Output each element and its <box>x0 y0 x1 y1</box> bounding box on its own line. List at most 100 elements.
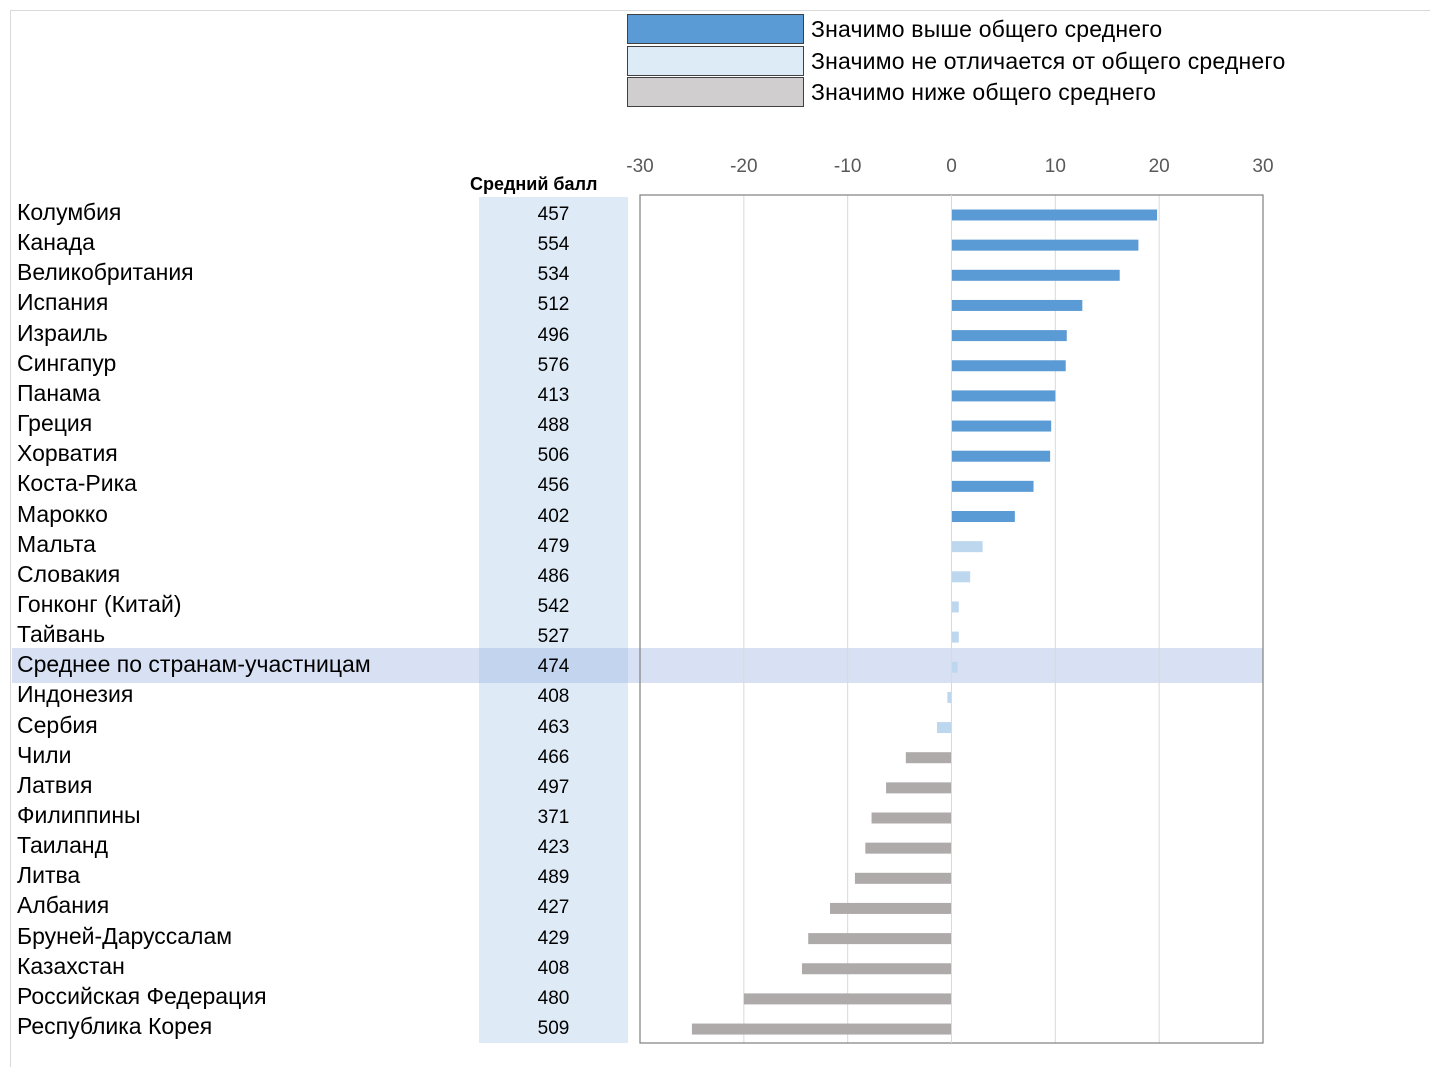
country-label: Чили <box>17 741 72 768</box>
country-label: Тайвань <box>17 621 106 648</box>
country-label: Филиппины <box>17 802 141 828</box>
country-label: Марокко <box>17 500 108 527</box>
score-value: 576 <box>537 354 570 376</box>
country-label: Гонконг (Китай) <box>17 590 182 617</box>
country-label: Российская Федерация <box>17 982 267 1009</box>
country-label: Испания <box>17 289 109 316</box>
country-label: Великобритания <box>17 259 194 286</box>
bar <box>951 571 971 583</box>
bar <box>951 541 983 553</box>
country-label: Мальта <box>17 530 96 557</box>
bar <box>951 511 1015 522</box>
country-label: Бруней-Даруссалам <box>17 922 233 949</box>
bar <box>951 299 1083 311</box>
score-value: 456 <box>537 475 570 497</box>
score-value: 480 <box>537 987 570 1009</box>
bar <box>951 330 1067 342</box>
bar <box>691 1023 952 1035</box>
country-label: Колумбия <box>17 199 122 225</box>
score-value: 402 <box>537 505 570 527</box>
score-value: 488 <box>537 415 570 437</box>
average-row-label: Среднее по странам-участницам <box>17 651 371 678</box>
bar <box>951 631 959 643</box>
score-value: 496 <box>537 324 570 346</box>
legend-swatch-above <box>627 14 804 44</box>
score-column-header: Средний балл <box>470 174 598 194</box>
bar <box>743 993 952 1005</box>
x-tick-label: -20 <box>730 156 757 177</box>
legend-label-below: Значимо ниже общего среднего <box>811 79 1157 105</box>
bar <box>951 209 1158 221</box>
bar <box>951 360 1066 372</box>
country-label: Латвия <box>17 771 93 798</box>
x-tick-label: -30 <box>626 156 653 177</box>
country-label: Литва <box>17 862 81 889</box>
bar <box>936 722 952 734</box>
bar <box>951 601 959 613</box>
score-value: 542 <box>537 595 570 617</box>
country-label: Республика Корея <box>17 1013 213 1040</box>
score-value: 474 <box>537 656 570 678</box>
score-value: 423 <box>537 837 570 859</box>
country-label: Хорватия <box>17 440 118 467</box>
score-value: 497 <box>537 776 570 798</box>
score-value: 506 <box>537 445 570 467</box>
score-value: 534 <box>537 264 570 286</box>
score-value: 527 <box>537 626 570 648</box>
x-tick-label: 20 <box>1149 156 1170 177</box>
bar <box>951 420 1052 432</box>
x-tick-label: 10 <box>1045 156 1066 177</box>
chart-frame <box>10 10 1430 1067</box>
legend-label-not-different: Значимо не отличается от общего среднего <box>811 48 1286 74</box>
score-value: 408 <box>537 686 570 708</box>
country-label: Греция <box>17 410 93 437</box>
bar <box>951 450 1051 462</box>
x-tick-label: 0 <box>946 156 957 177</box>
country-label: Таиланд <box>17 832 108 859</box>
score-value: 413 <box>537 384 570 406</box>
score-value: 427 <box>537 897 570 919</box>
legend-swatch-not-different <box>627 46 804 76</box>
score-value: 486 <box>537 565 570 587</box>
country-label: Панама <box>17 379 101 406</box>
bar <box>865 842 952 854</box>
score-value: 408 <box>537 957 570 979</box>
legend-label-above: Значимо выше общего среднего <box>811 16 1163 42</box>
country-label: Израиль <box>17 319 108 346</box>
bar <box>854 872 952 884</box>
bar <box>951 661 958 673</box>
bar <box>801 963 952 975</box>
score-value: 509 <box>537 1018 570 1040</box>
x-tick-label: -10 <box>834 156 861 177</box>
country-label: Словакия <box>17 560 121 587</box>
score-value: 489 <box>537 867 570 889</box>
bar <box>951 480 1034 492</box>
bar <box>951 269 1120 281</box>
score-value: 512 <box>537 294 570 316</box>
bar <box>905 752 952 764</box>
bar <box>808 933 952 945</box>
country-label: Сербия <box>17 711 98 738</box>
score-column-background <box>479 197 628 1043</box>
score-value: 457 <box>537 204 570 225</box>
score-value: 479 <box>537 535 570 557</box>
country-label: Коста-Рика <box>17 470 137 497</box>
score-value: 371 <box>537 807 570 828</box>
score-value: 429 <box>537 927 570 949</box>
bar <box>951 239 1139 251</box>
score-value: 466 <box>537 746 570 768</box>
country-label: Албания <box>17 892 110 919</box>
score-value: 463 <box>537 716 570 738</box>
country-label: Канада <box>17 229 95 256</box>
average-row-highlight <box>12 648 1263 683</box>
country-label: Индонезия <box>17 681 134 708</box>
score-value: 554 <box>537 234 570 256</box>
country-label: Казахстан <box>17 952 125 979</box>
x-tick-label: 30 <box>1252 156 1273 177</box>
bar <box>951 390 1056 402</box>
bar <box>830 902 952 914</box>
legend-swatch-below <box>627 77 804 107</box>
bar <box>871 812 952 824</box>
bar <box>886 782 952 794</box>
